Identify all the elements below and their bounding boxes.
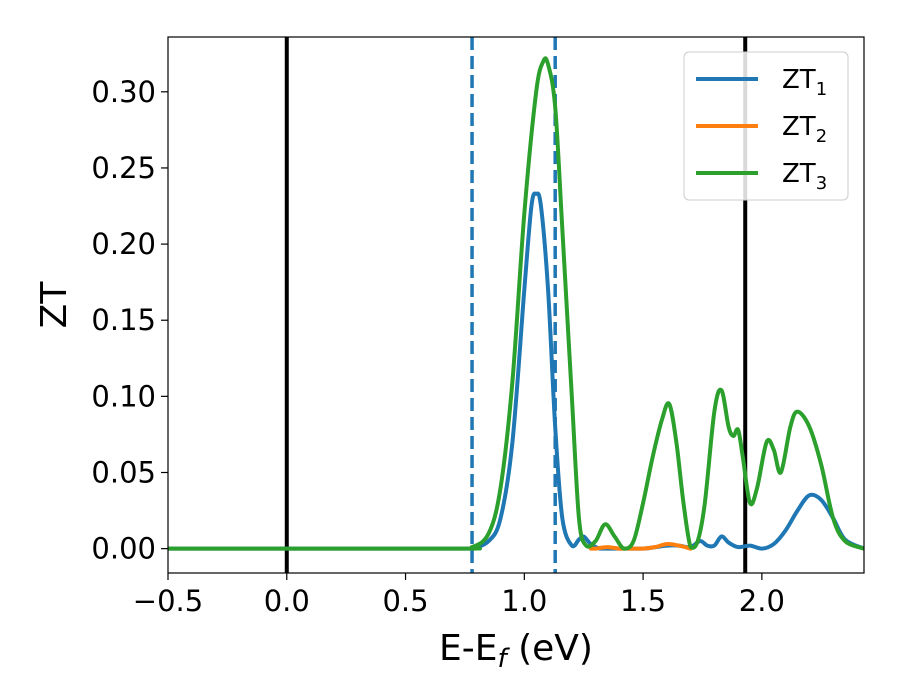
y-tick-label: 0.20	[91, 227, 156, 261]
legend-box	[683, 51, 849, 201]
x-axis-label: E-Ef (eV)	[439, 628, 593, 674]
legend: ZT1 ZT2 ZT3	[683, 51, 849, 201]
y-tick-label: 0.15	[91, 303, 156, 337]
x-tick-label: 1.5	[620, 584, 666, 618]
legend-label-zt3: ZT3	[782, 159, 827, 194]
x-tick-label: −0.5	[133, 584, 203, 618]
series-line-zt2	[588, 542, 693, 551]
y-tick-label: 0.00	[91, 532, 156, 566]
plot-content	[168, 37, 864, 573]
x-tick-label: 0.0	[264, 584, 310, 618]
legend-label-zt2: ZT2	[782, 112, 827, 147]
legend-label-zt1: ZT1	[782, 65, 827, 100]
y-tick-label: 0.05	[91, 456, 156, 490]
axis-ticks: −0.5 0.0 0.5 1.0 1.5 2.0 0.00 0.05 0.10 0.15 0.20 0…	[91, 75, 784, 618]
axes-frame	[167, 36, 865, 574]
y-tick-label: 0.30	[91, 75, 156, 109]
y-tick-label: 0.10	[91, 379, 156, 413]
x-tick-label: 1.0	[501, 584, 547, 618]
x-tick-label: 2.0	[739, 584, 785, 618]
series-line-zt3	[168, 56, 864, 551]
plot-area	[167, 36, 865, 574]
x-tick-label: 0.5	[382, 584, 428, 618]
y-axis-label: ZT	[34, 281, 75, 329]
y-tick-label: 0.25	[91, 151, 156, 185]
